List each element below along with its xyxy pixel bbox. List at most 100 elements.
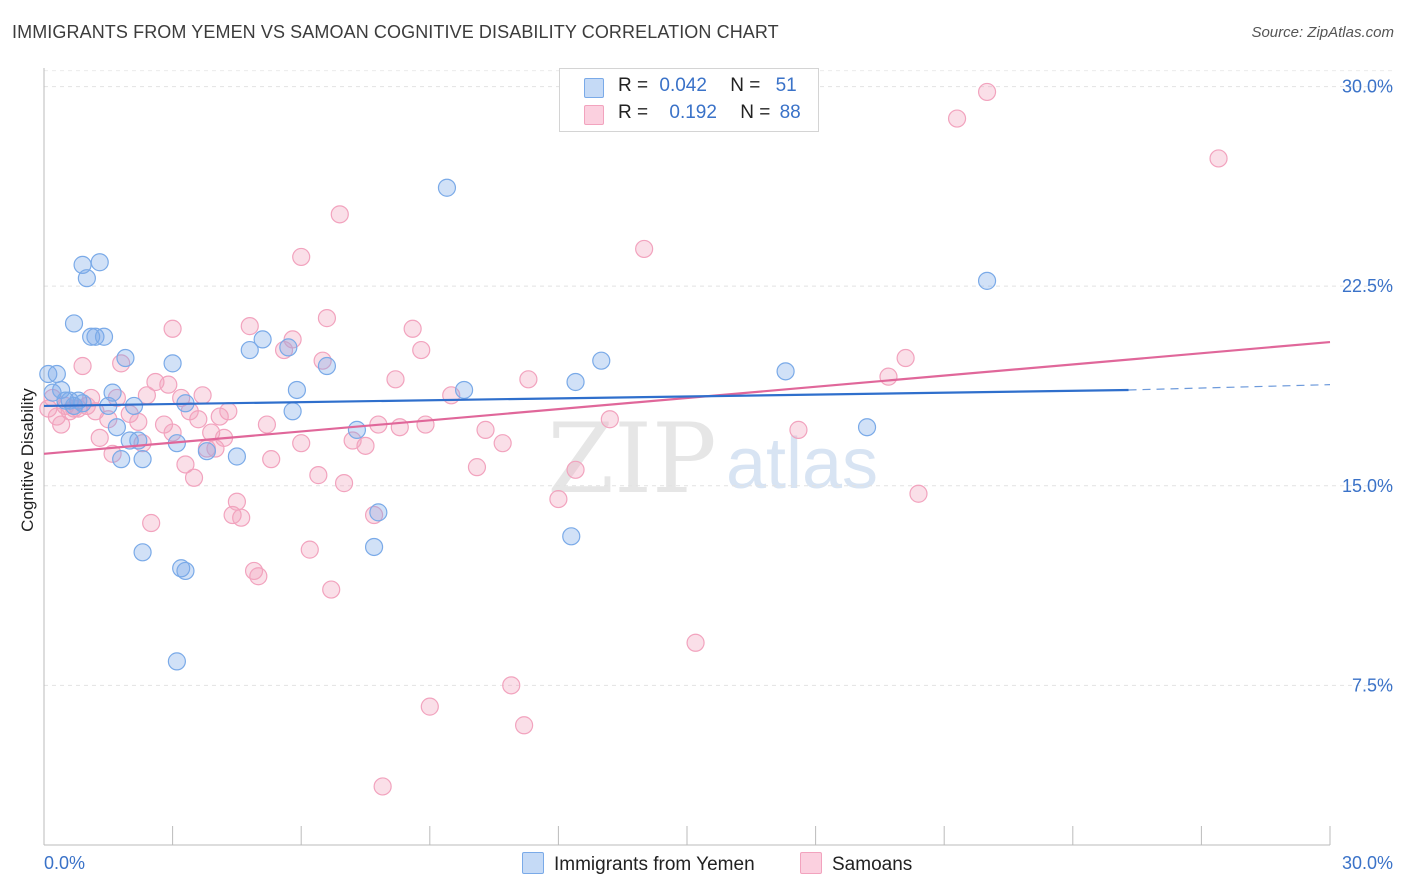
bottom-legend-label-samoan: Samoans [832,854,913,875]
data-point-samoan [1209,149,1228,168]
data-point-yemen [124,396,144,416]
data-point-yemen [133,450,152,469]
data-point-samoan [373,777,392,796]
data-point-samoan [73,356,92,376]
data-point-samoan [184,468,204,487]
data-point-yemen [592,351,611,370]
legend-swatch-yemen [584,78,604,98]
data-point-yemen [437,178,457,197]
data-point-yemen [776,362,795,381]
data-point-samoan [467,458,487,477]
bottom-legend-samoan: Samoans [800,852,912,876]
data-point-samoan [176,455,195,474]
legend-n-label: N = [740,102,771,123]
data-point-samoan [390,418,409,437]
data-point-samoan [403,319,422,338]
source-note: Source: ZipAtlas.com [1251,24,1394,41]
data-point-yemen [454,380,474,400]
data-point-yemen [167,652,186,671]
data-point-samoan [317,309,337,328]
data-point-yemen [176,561,195,581]
data-point-samoan [210,407,229,426]
data-point-samoan [493,434,512,453]
data-point-samoan [416,415,435,434]
trend-line-samoan [43,340,1331,455]
data-point-samoan [502,676,521,695]
data-point-samoan [330,205,349,224]
data-point-samoan [476,420,495,439]
data-point-yemen [317,356,337,376]
data-point-samoan [249,567,268,586]
data-point-yemen [977,271,997,290]
data-point-yemen [73,394,92,413]
data-point-samoan [159,375,178,394]
data-point-yemen [347,420,367,439]
data-point-samoan [309,466,328,485]
trend-line-yemen-extension [1128,384,1331,391]
data-point-yemen [227,447,246,466]
data-point-yemen [82,327,101,346]
data-point-yemen [133,543,152,562]
data-point-samoan [635,239,654,259]
data-point-samoan [977,82,997,102]
y-tick-label: 7.5% [1352,675,1393,695]
y-tick-label: 30.0% [1342,77,1393,97]
data-point-yemen [287,380,307,400]
legend-n-value-samoan: 88 [779,102,801,123]
data-point-samoan [549,489,568,509]
data-point-samoan [519,370,538,389]
data-point-yemen [64,314,84,333]
data-point-yemen [163,354,182,373]
data-point-samoan [300,540,319,559]
data-point-samoan [240,317,259,336]
legend-n-label: N = [730,75,761,96]
data-point-yemen [77,269,96,288]
data-point-samoan [257,415,277,434]
data-point-samoan [909,484,928,503]
legend-r-value-samoan: 0.192 [669,102,717,123]
trend-line-yemen [43,388,1129,408]
y-tick-label: 22.5% [1342,276,1393,296]
data-point-samoan [420,697,439,716]
data-point-yemen [197,442,216,461]
bottom-legend-label-yemen: Immigrants from Yemen [554,854,755,875]
data-point-samoan [292,247,311,267]
data-point-samoan [566,460,585,479]
data-point-yemen [240,340,259,360]
bottom-legend-yemen: Immigrants from Yemen [522,852,755,876]
data-point-samoan [193,386,212,405]
data-point-samoan [262,450,281,469]
data-point-samoan [412,340,431,360]
data-point-yemen [364,537,384,557]
data-point-yemen [103,383,122,402]
data-point-samoan [896,348,915,368]
data-point-yemen [279,338,298,357]
data-point-samoan [189,410,208,429]
data-point-yemen [562,527,581,546]
data-point-samoan [227,492,246,511]
data-point-samoan [947,109,967,128]
chart-title: IMMIGRANTS FROM YEMEN VS SAMOAN COGNITIV… [12,22,779,42]
axes [43,68,1331,846]
x-tick-label: 0.0% [44,853,85,873]
data-point-samoan [163,319,182,338]
data-point-samoan [219,402,238,421]
data-point-yemen [116,348,135,368]
data-point-yemen [857,418,877,437]
data-point-yemen [90,253,109,272]
data-point-samoan [334,474,354,493]
data-point-samoan [129,412,148,431]
data-point-samoan [789,420,808,439]
data-point-yemen [107,418,126,437]
data-point-yemen [369,503,388,522]
legend: R = 0.042 N = 51 R = 0.192 N = 88 [559,68,819,132]
grid-lines [44,70,1392,686]
data-point-samoan [232,508,251,527]
data-point-samoan [292,434,311,453]
data-point-yemen [566,372,585,392]
bottom-legend-swatch-yemen [522,852,544,874]
data-point-samoan [686,633,705,652]
data-point-yemen [47,364,66,384]
data-point-yemen [283,402,302,421]
